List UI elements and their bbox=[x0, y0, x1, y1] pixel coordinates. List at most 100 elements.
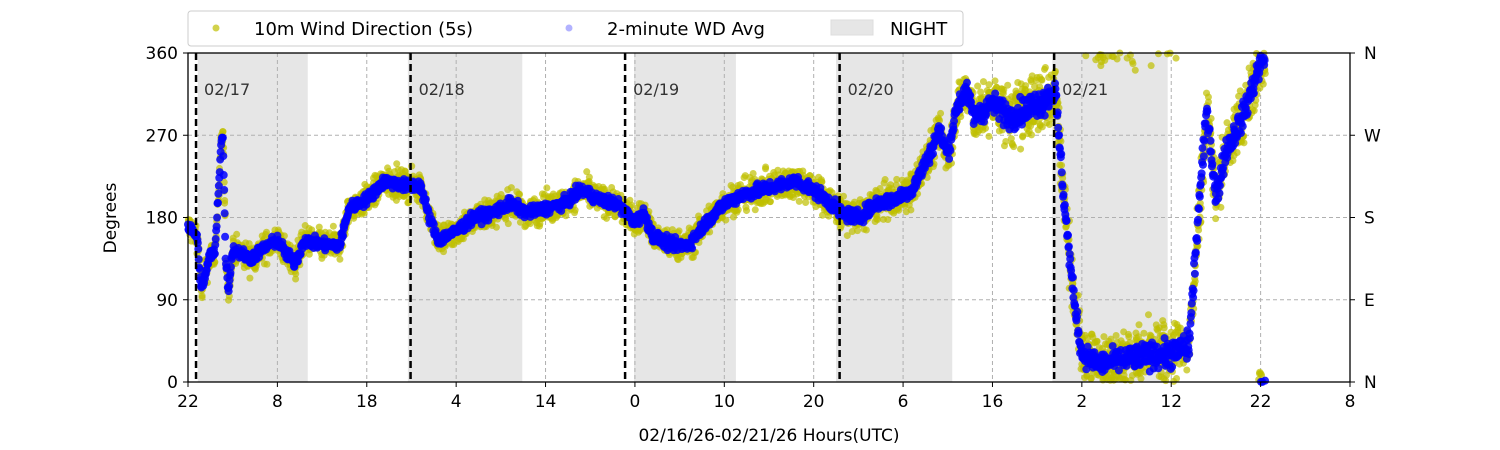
wd-5s-point bbox=[907, 206, 915, 214]
wd-5s-point bbox=[611, 213, 619, 221]
wd-avg-point bbox=[226, 268, 235, 277]
wd-5s-point bbox=[1173, 374, 1181, 382]
wd-5s-point bbox=[1229, 157, 1237, 165]
wd-5s-point bbox=[1160, 324, 1168, 332]
wd-5s-point bbox=[1113, 55, 1121, 63]
wd-5s-point bbox=[1004, 81, 1012, 89]
wd-5s-point bbox=[734, 206, 742, 214]
wd-avg-point bbox=[225, 282, 234, 291]
wd-avg-point bbox=[214, 189, 223, 198]
wd-5s-point bbox=[336, 255, 344, 263]
wd-5s-point bbox=[974, 82, 982, 90]
wd-5s-point bbox=[985, 132, 993, 140]
wd-5s-point bbox=[1107, 335, 1115, 343]
wd-5s-point bbox=[221, 196, 229, 204]
wd-5s-point bbox=[1028, 131, 1036, 139]
wd-5s-point bbox=[219, 128, 227, 136]
wd-5s-point bbox=[979, 78, 987, 86]
wd-avg-point bbox=[211, 235, 220, 244]
wd-5s-point bbox=[504, 220, 512, 228]
wd-avg-point bbox=[219, 152, 228, 161]
wd-5s-point bbox=[1261, 70, 1269, 78]
wd-5s-point bbox=[585, 173, 593, 181]
wd-5s-point bbox=[1112, 331, 1120, 339]
wd-5s-point bbox=[1082, 52, 1090, 60]
wd-5s-point bbox=[766, 198, 774, 206]
wd-5s-point bbox=[292, 275, 300, 283]
wd-avg-point bbox=[218, 133, 227, 142]
wd-5s-point bbox=[881, 176, 889, 184]
wd-5s-point bbox=[246, 274, 254, 282]
wd-5s-point bbox=[262, 228, 270, 236]
wd-5s-point bbox=[1147, 62, 1155, 70]
wd-5s-point bbox=[263, 260, 271, 268]
wd-5s-point bbox=[360, 209, 368, 217]
wd-5s-point bbox=[1195, 226, 1203, 234]
wd-avg-point bbox=[339, 232, 348, 241]
wd-5s-point bbox=[762, 163, 770, 171]
wd-avg-point bbox=[213, 198, 222, 207]
wd-5s-point bbox=[936, 116, 944, 124]
wd-5s-point bbox=[749, 169, 757, 177]
wd-avg-point bbox=[214, 181, 223, 190]
wd-5s-point bbox=[571, 206, 579, 214]
wd-5s-point bbox=[198, 292, 206, 300]
wd-5s-point bbox=[1022, 82, 1030, 90]
wd-5s-point bbox=[1100, 333, 1108, 341]
wd-5s-point bbox=[818, 178, 826, 186]
wd-avg-point bbox=[212, 222, 221, 231]
wd-5s-point bbox=[1125, 333, 1133, 341]
wd-5s-point bbox=[985, 81, 993, 89]
wd-5s-point bbox=[492, 223, 500, 231]
wd-5s-point bbox=[876, 184, 884, 192]
wd-5s-point bbox=[1131, 66, 1139, 74]
wd-5s-point bbox=[536, 220, 544, 228]
wd-5s-point bbox=[1129, 60, 1137, 68]
wd-5s-point bbox=[1045, 121, 1053, 129]
wd-5s-point bbox=[884, 216, 892, 224]
wd-avg-point bbox=[220, 185, 229, 194]
wd-5s-point bbox=[1135, 321, 1143, 329]
wd-5s-point bbox=[1137, 375, 1145, 383]
wd-5s-point bbox=[795, 197, 803, 205]
wd-5s-point bbox=[853, 227, 861, 235]
wd-5s-point bbox=[1154, 50, 1162, 58]
wd-5s-point bbox=[1250, 107, 1258, 115]
wd-5s-point bbox=[743, 207, 751, 215]
wd-5s-point bbox=[1191, 277, 1199, 285]
wd-5s-point bbox=[1093, 337, 1101, 345]
wd-5s-point bbox=[977, 88, 985, 96]
wd-5s-point bbox=[848, 228, 856, 236]
wd-5s-point bbox=[315, 223, 323, 231]
wd-5s-point bbox=[1172, 54, 1180, 62]
wd-5s-point bbox=[1235, 92, 1243, 100]
wd-5s-point bbox=[843, 232, 851, 240]
wd-5s-point bbox=[862, 226, 870, 234]
wd-5s-point bbox=[982, 124, 990, 132]
wd-5s-point bbox=[627, 201, 635, 209]
wd-5s-point bbox=[1000, 86, 1008, 94]
wd-5s-point bbox=[1233, 149, 1241, 157]
wd-avg-point bbox=[226, 262, 235, 271]
wd-5s-point bbox=[1019, 132, 1027, 140]
wd-5s-point bbox=[1002, 137, 1010, 145]
wd-5s-point bbox=[1010, 143, 1018, 151]
wd-5s-point bbox=[636, 227, 644, 235]
wd-5s-point bbox=[937, 109, 945, 117]
wd-5s-point bbox=[507, 184, 515, 192]
wd-5s-point bbox=[1087, 374, 1095, 382]
wd-5s-point bbox=[1038, 76, 1046, 84]
wd-5s-point bbox=[675, 227, 683, 235]
wd-5s-point bbox=[1176, 324, 1184, 332]
wd-avg-point bbox=[213, 213, 222, 222]
wd-5s-point bbox=[722, 216, 730, 224]
wd-5s-point bbox=[516, 218, 524, 226]
wd-5s-point bbox=[562, 212, 570, 220]
wd-5s-point bbox=[543, 184, 551, 192]
wd-5s-point bbox=[1217, 203, 1225, 211]
wd-5s-point bbox=[1041, 63, 1049, 71]
wd-5s-point bbox=[233, 230, 241, 238]
wd-avg-point bbox=[210, 249, 219, 258]
wd-5s-point bbox=[1144, 311, 1152, 319]
